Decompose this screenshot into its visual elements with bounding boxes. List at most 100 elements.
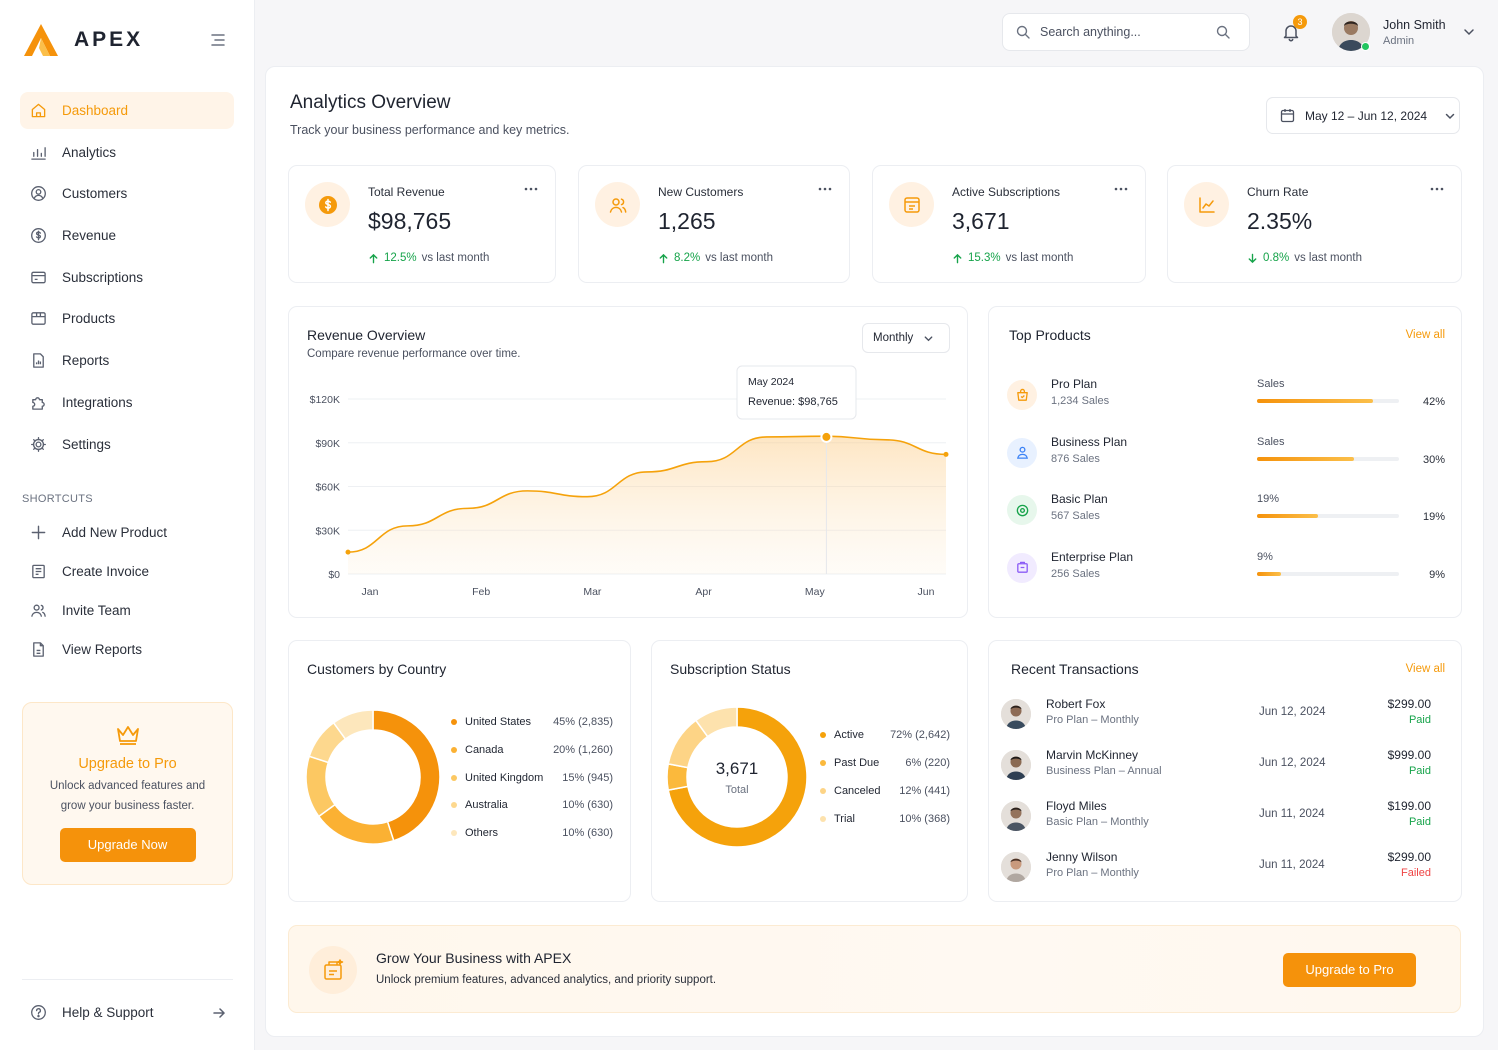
revenue-line-chart: $0 $30K $60K $90K $120K Jan Feb Mar Apr May Jun May… (310, 365, 949, 598)
transaction-customer: Marvin McKinney (1046, 748, 1139, 762)
stat-icon-wrap (1184, 182, 1229, 227)
donut-slice-active[interactable] (667, 706, 808, 848)
transaction-date: Jun 11, 2024 (1259, 808, 1325, 820)
arrow-right-icon (212, 1006, 226, 1020)
product-progress-fill (1257, 456, 1354, 461)
product-name: Basic Plan (1051, 492, 1108, 506)
box-icon (30, 310, 47, 327)
status-badge: Failed (1401, 867, 1431, 879)
more-options-icon[interactable] (1113, 184, 1129, 194)
top-products-view-all-link[interactable]: View all (1405, 329, 1445, 341)
chevron-down-icon (923, 333, 934, 344)
transaction-date: Jun 12, 2024 (1259, 706, 1326, 718)
user-menu[interactable]: John Smith Admin (1332, 13, 1482, 53)
top-products-card: Top Products View all Pro Plan 1,234 Sale… (988, 306, 1462, 618)
sidebar-item-integrations[interactable]: Integrations (20, 384, 234, 421)
product-progress-track (1257, 399, 1399, 403)
donut-slice-united-kingdom[interactable] (305, 755, 337, 818)
y-tick-label: $0 (328, 569, 340, 581)
search-input[interactable] (1040, 25, 1210, 39)
stat-delta-percent: 12.5% (384, 252, 417, 264)
sidebar-item-dashboard[interactable]: Dashboard (20, 92, 234, 129)
start-point (345, 549, 351, 555)
sidebar-item-customers[interactable]: Customers (20, 175, 234, 212)
menu-toggle-icon[interactable] (209, 31, 227, 49)
search-submit-icon[interactable] (1216, 25, 1230, 39)
stat-value: 2.35% (1247, 208, 1313, 234)
sidebar-item-label: Settings (62, 436, 111, 452)
x-tick-label: Feb (472, 586, 490, 598)
transactions-view-all-link[interactable]: View all (1405, 663, 1445, 675)
transaction-row[interactable]: Floyd Miles Basic Plan – Monthly Jun 11, 2… (1001, 798, 1447, 838)
x-tick-label: May (805, 586, 826, 598)
shortcut-view-reports[interactable]: View Reports (20, 630, 234, 669)
product-row-enterprise-plan[interactable]: Enterprise Plan 256 Sales 9% 9% (1007, 547, 1445, 591)
chevron-down-icon (1444, 110, 1456, 122)
product-row-basic-plan[interactable]: Basic Plan 567 Sales 19% 19% (1007, 489, 1445, 533)
transaction-customer: Jenny Wilson (1046, 850, 1118, 864)
tooltip-label: May 2024 (748, 376, 794, 388)
more-options-icon[interactable] (1429, 184, 1445, 194)
sidebar-item-subscriptions[interactable]: Subscriptions (20, 259, 234, 296)
donut-slice-united-states[interactable] (372, 709, 441, 842)
transaction-row[interactable]: Robert Fox Pro Plan – Monthly Jun 12, 2024… (1001, 696, 1447, 736)
legend-swatch (451, 719, 457, 725)
legend-item-active: Active 72% (2,642) (820, 727, 950, 743)
transaction-customer: Floyd Miles (1046, 799, 1107, 813)
legend-swatch (451, 802, 457, 809)
sidebar-item-label: Revenue (62, 228, 117, 244)
product-row-business-plan[interactable]: Business Plan 876 Sales Sales 30% (1007, 432, 1445, 476)
product-icon-wrap (1007, 495, 1037, 525)
product-name: Pro Plan (1051, 377, 1098, 391)
transaction-date: Jun 12, 2024 (1259, 757, 1326, 769)
sidebar-item-label: Products (62, 311, 116, 327)
shortcut-invite-team[interactable]: Invite Team (20, 591, 234, 630)
donut-slice-others[interactable] (332, 709, 374, 741)
stat-value: $98,765 (368, 208, 452, 234)
sidebar: APEX Dashboard Analytics Customers Revenue S… (0, 0, 255, 1050)
transaction-amount: $299.00 (1387, 850, 1431, 864)
sidebar-item-revenue[interactable]: Revenue (20, 217, 234, 254)
donut-slice-canada[interactable] (317, 803, 395, 845)
y-tick-label: $60K (315, 482, 340, 494)
stat-icon-wrap (889, 182, 934, 227)
arrow-up-icon (952, 253, 963, 264)
sidebar-item-analytics[interactable]: Analytics (20, 134, 234, 171)
period-select[interactable]: Monthly (862, 323, 950, 353)
shortcut-create-invoice[interactable]: Create Invoice (20, 552, 234, 591)
apex-logo-icon (22, 22, 60, 58)
more-options-icon[interactable] (817, 184, 833, 194)
date-range-picker[interactable]: May 12 – Jun 12, 2024 (1266, 97, 1460, 134)
product-sales: 256 Sales (1051, 567, 1100, 580)
transaction-date: Jun 11, 2024 (1259, 859, 1325, 871)
product-progress-fill (1257, 399, 1374, 403)
legend-label: Canceled (834, 785, 881, 797)
help-support-link[interactable]: Help & Support (30, 1004, 226, 1021)
legend-label: Trial (834, 813, 855, 825)
shortcut-add-new-product[interactable]: Add New Product (20, 513, 234, 552)
legend-label: Past Due (834, 757, 880, 769)
product-progress-track (1257, 571, 1399, 576)
upgrade-to-pro-button[interactable]: Upgrade to Pro (1283, 953, 1416, 987)
donut-slice-trial[interactable] (694, 706, 738, 738)
stat-delta: 8.2% vs last month (658, 252, 773, 264)
team-icon (30, 602, 47, 619)
stat-card-churn-rate: Churn Rate 2.35% 0.8% vs last month (1167, 165, 1462, 283)
logo[interactable]: APEX (22, 22, 143, 58)
avatar (1332, 13, 1370, 51)
more-options-icon[interactable] (523, 184, 539, 194)
bell-icon[interactable] (1281, 22, 1301, 42)
sidebar-item-settings[interactable]: Settings (20, 426, 234, 463)
upgrade-title: Upgrade to Pro (78, 756, 177, 772)
transaction-row[interactable]: Marvin McKinney Business Plan – Annual Jun… (1001, 747, 1447, 787)
sidebar-item-reports[interactable]: Reports (20, 342, 234, 379)
upgrade-now-button[interactable]: Upgrade Now (59, 828, 196, 862)
user-name: John Smith (1383, 18, 1446, 32)
product-row-pro-plan[interactable]: Pro Plan 1,234 Sales Sales 42% (1007, 374, 1445, 418)
sidebar-item-products[interactable]: Products (20, 300, 234, 337)
legend-value: 72% (2,642) (890, 729, 950, 741)
avatar (1001, 750, 1031, 780)
stat-delta: 12.5% vs last month (368, 252, 489, 264)
transaction-row[interactable]: Jenny Wilson Pro Plan – Monthly Jun 11, 20… (1001, 849, 1447, 889)
stat-delta-text: vs last month (1005, 252, 1074, 264)
